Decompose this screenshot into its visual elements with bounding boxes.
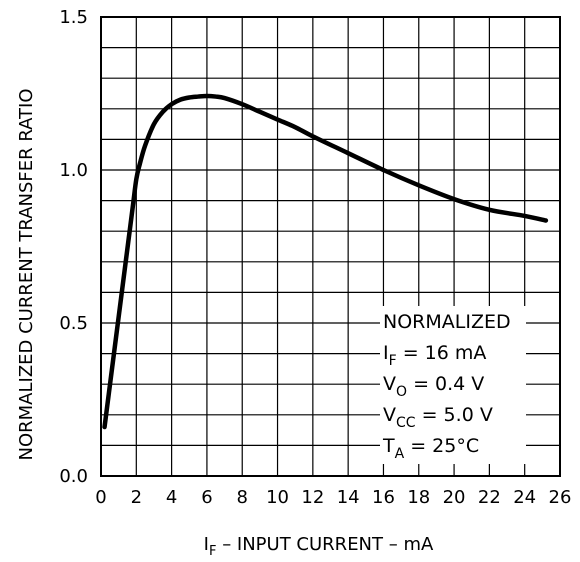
- legend-line: NORMALIZED: [383, 311, 511, 333]
- x-axis-label-sub: F: [209, 544, 216, 559]
- x-axis-label-rest: – INPUT CURRENT – mA: [216, 534, 434, 555]
- y-tick-label: 0.0: [59, 466, 88, 487]
- x-tick-label: 16: [372, 487, 395, 508]
- y-tick-label: 1.5: [59, 7, 88, 28]
- plot-frame: [100, 16, 561, 477]
- legend-line: TA = 25°C: [382, 435, 479, 462]
- ctr-curve: [102, 93, 549, 430]
- x-tick-label: 14: [337, 487, 360, 508]
- legend-background: [380, 306, 526, 464]
- legend-box: NORMALIZED IF = 16 mA VO = 0.4 V VCC = 5.0 …: [380, 306, 526, 464]
- x-tick-label: 2: [131, 487, 142, 508]
- legend-line: VCC = 5.0 V: [383, 404, 493, 431]
- x-tick-label: 8: [237, 487, 248, 508]
- y-tick-label: 0.5: [59, 313, 88, 334]
- x-tick-label: 22: [478, 487, 501, 508]
- x-axis-label: IF – INPUT CURRENT – mA: [204, 534, 434, 559]
- legend-line: IF = 16 mA: [383, 342, 486, 369]
- x-tick-label: 12: [301, 487, 324, 508]
- x-tick-label: 0: [95, 487, 106, 508]
- y-tick-labels: 0.0 0.5 1.0 1.5: [59, 7, 88, 487]
- x-tick-label: 18: [407, 487, 430, 508]
- x-tick-label: 20: [443, 487, 466, 508]
- x-tick-label: 24: [513, 487, 536, 508]
- x-tick-label: 10: [266, 487, 289, 508]
- x-tick-label: 26: [549, 487, 572, 508]
- x-axis-label-main: I: [204, 534, 209, 555]
- y-tick-label: 1.0: [59, 160, 88, 181]
- x-tick-label: 6: [201, 487, 212, 508]
- x-tick-label: 4: [166, 487, 177, 508]
- y-axis-label: NORMALIZED CURRENT TRANSFER RATIO: [16, 88, 37, 460]
- legend-line: VO = 0.4 V: [383, 373, 484, 400]
- x-tick-labels: 0 2 4 6 8 10 12 14 16 18 20 22 24 26: [95, 487, 571, 508]
